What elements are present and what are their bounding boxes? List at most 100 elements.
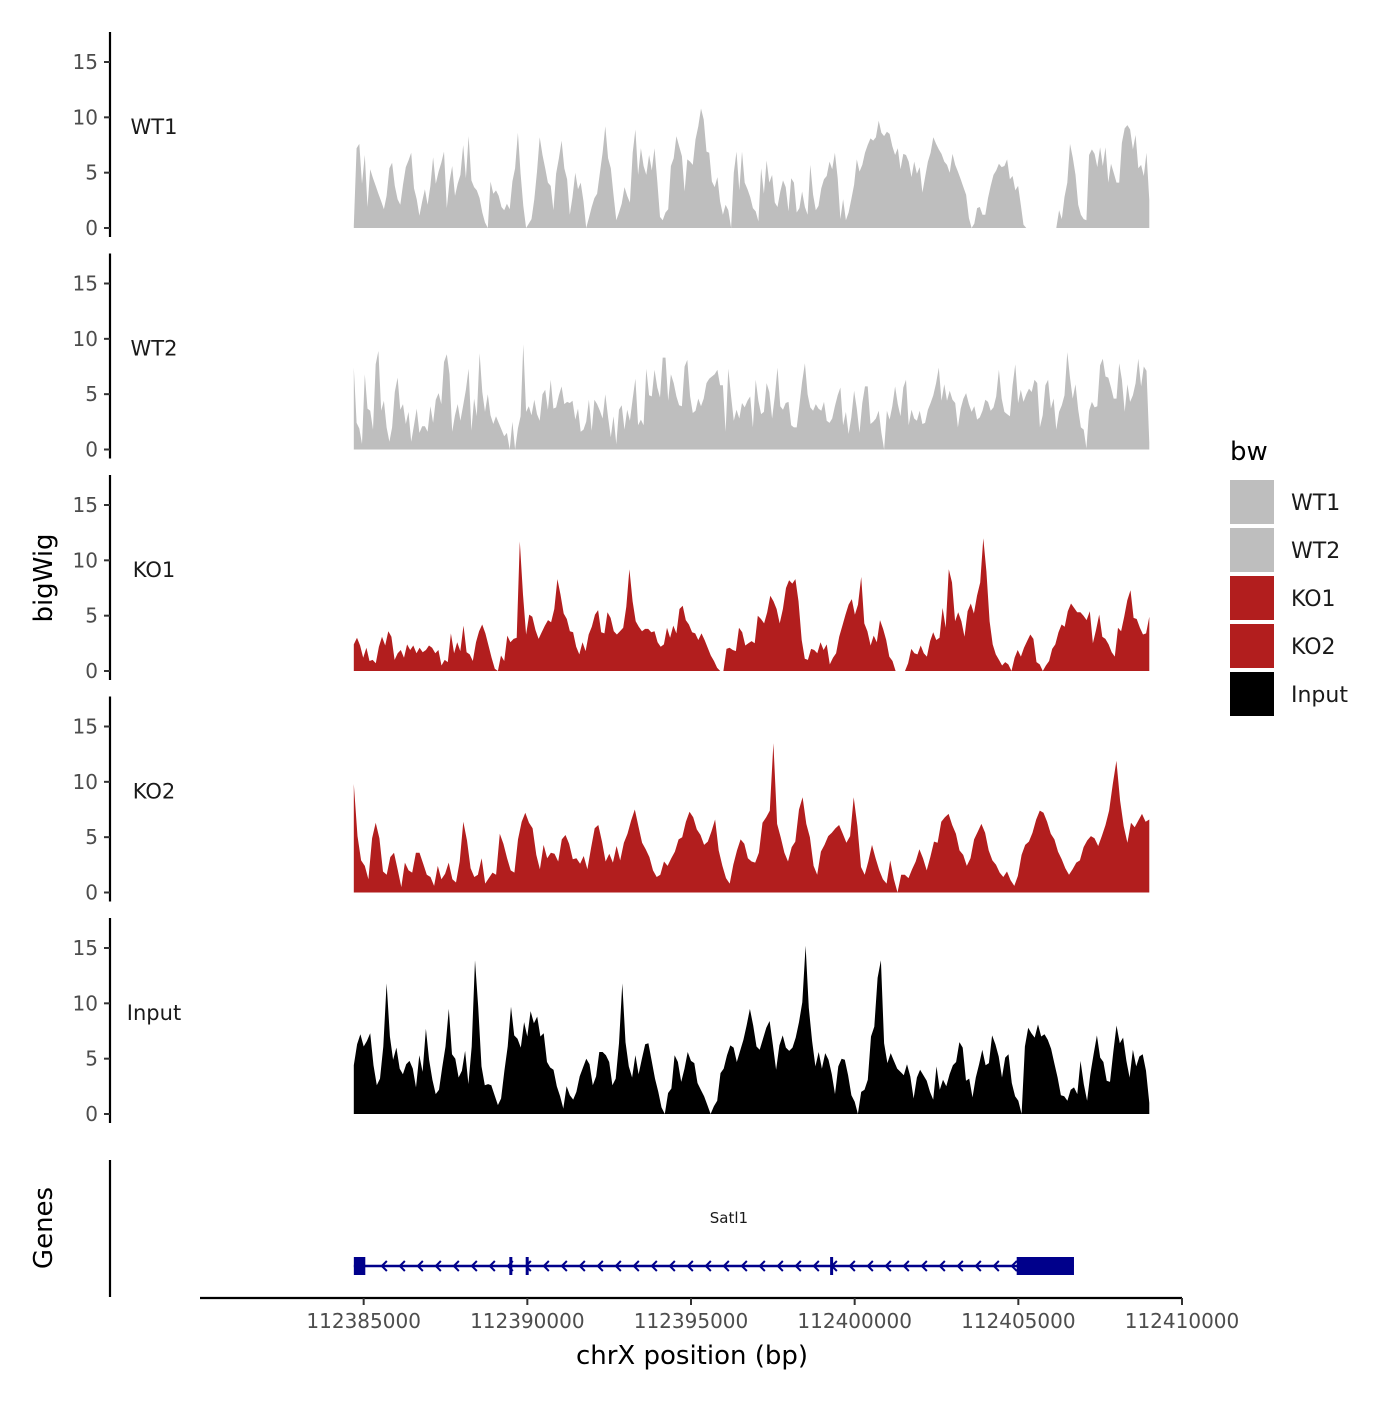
strand-arrow [740,1260,748,1272]
legend-key-ko1 [1230,576,1274,620]
strand-arrow [722,1260,730,1272]
y-tick-label: 0 [85,1102,98,1126]
track-ko2: 0 5 10 15 KO2 [73,696,1150,905]
strand-arrow [434,1260,442,1272]
gene-panel-title: Genes [29,1187,59,1269]
strand-arrow [452,1260,460,1272]
gene-name-label: Satl1 [710,1209,748,1227]
legend-label-ko2: KO2 [1291,635,1336,660]
strand-arrow [632,1260,640,1272]
y-tick-label: 0 [85,216,98,240]
strand-arrow [848,1260,856,1272]
y-tick-label: 10 [73,991,98,1015]
y-tick-label: 10 [73,105,98,129]
y-tick-label: 5 [85,161,98,185]
strand-arrow [956,1260,964,1272]
track-wt1: 0 5 10 15 WT1 [73,32,1150,240]
strand-arrow [668,1260,676,1272]
strand-arrow [470,1260,478,1272]
strand-arrow [416,1260,424,1272]
y-tick-label: 5 [85,604,98,628]
track-ko1: 0 5 10 15 KO1 [73,475,1150,683]
legend-label-ko1: KO1 [1291,587,1336,612]
legend-key-wt2 [1230,528,1274,572]
gene-exon [509,1257,513,1275]
strand-arrow [650,1260,658,1272]
x-axis-title: chrX position (bp) [576,1341,808,1371]
strand-arrow [704,1260,712,1272]
strand-arrow [614,1260,622,1272]
y-tick-label: 5 [85,1047,98,1071]
gene-exon [830,1257,834,1275]
coverage-area-ko1 [353,538,1150,671]
strand-arrow [758,1260,766,1272]
y-axis-title: bigWig [29,533,59,622]
strand-arrow [596,1260,604,1272]
y-tick-label: 0 [85,659,98,683]
x-tick-label: 112385000 [306,1309,421,1333]
gene-exon [525,1257,529,1275]
legend-key-input [1230,672,1274,716]
y-tick-label: 10 [73,327,98,351]
legend-title: bw [1230,437,1268,467]
strand-arrow [560,1260,568,1272]
track-label: Input [127,1001,181,1025]
y-tick-label: 0 [85,881,98,905]
legend: bw WT1 WT2 KO1 KO2 Input [1230,437,1348,716]
strand-arrow [902,1260,910,1272]
gene-panel: Satl1 [108,1160,1074,1297]
x-tick-label: 112400000 [797,1309,912,1333]
y-tick-label: 15 [73,493,98,517]
y-tick-label: 5 [85,382,98,406]
strand-arrow [812,1260,820,1272]
strand-arrow [776,1260,784,1272]
track-input: 0 5 10 15 Input [73,918,1150,1126]
track-label: KO1 [133,558,176,582]
legend-key-wt1 [1230,480,1274,524]
strand-arrow [794,1260,802,1272]
strand-arrow [884,1260,892,1272]
coverage-area-input [353,945,1150,1114]
strand-arrow [974,1260,982,1272]
coverage-tracks: 0 5 10 15 WT1 0 5 10 15 WT2 0 5 10 15 KO1 0 5 10 15 KO2 0 5 10… [73,32,1150,1126]
track-label: KO2 [133,779,176,803]
y-tick-label: 0 [85,438,98,462]
strand-arrow [398,1260,406,1272]
x-tick-label: 112405000 [961,1309,1076,1333]
legend-label-input: Input [1291,683,1348,708]
coverage-area-wt2 [353,344,1150,450]
strand-arrow [542,1260,550,1272]
strand-arrow [488,1260,496,1272]
strand-arrow [866,1260,874,1272]
x-tick-label: 112390000 [470,1309,585,1333]
strand-arrow [992,1260,1000,1272]
gene-exon [1016,1257,1074,1275]
strand-arrow [380,1260,388,1272]
x-axis: 112385000 112390000 112395000 112400000 1124… [200,1296,1240,1333]
legend-label-wt2: WT2 [1291,539,1340,564]
coverage-area-ko2 [353,743,1150,893]
y-tick-label: 10 [73,770,98,794]
y-tick-label: 5 [85,825,98,849]
y-tick-label: 10 [73,548,98,572]
track-label: WT1 [131,115,178,139]
track-label: WT2 [131,336,178,360]
legend-key-ko2 [1230,624,1274,668]
x-tick-label: 112410000 [1125,1309,1240,1333]
coverage-area-wt1 [353,108,1150,228]
track-wt2: 0 5 10 15 WT2 [73,253,1150,462]
strand-arrow [1010,1260,1018,1272]
strand-arrow [938,1260,946,1272]
y-tick-label: 15 [73,715,98,739]
strand-arrow [686,1260,694,1272]
y-tick-label: 15 [73,50,98,74]
x-tick-label: 112395000 [634,1309,749,1333]
legend-label-wt1: WT1 [1291,491,1340,516]
gene-exon [353,1257,366,1275]
strand-arrow [578,1260,586,1272]
y-tick-label: 15 [73,936,98,960]
y-tick-label: 15 [73,272,98,296]
